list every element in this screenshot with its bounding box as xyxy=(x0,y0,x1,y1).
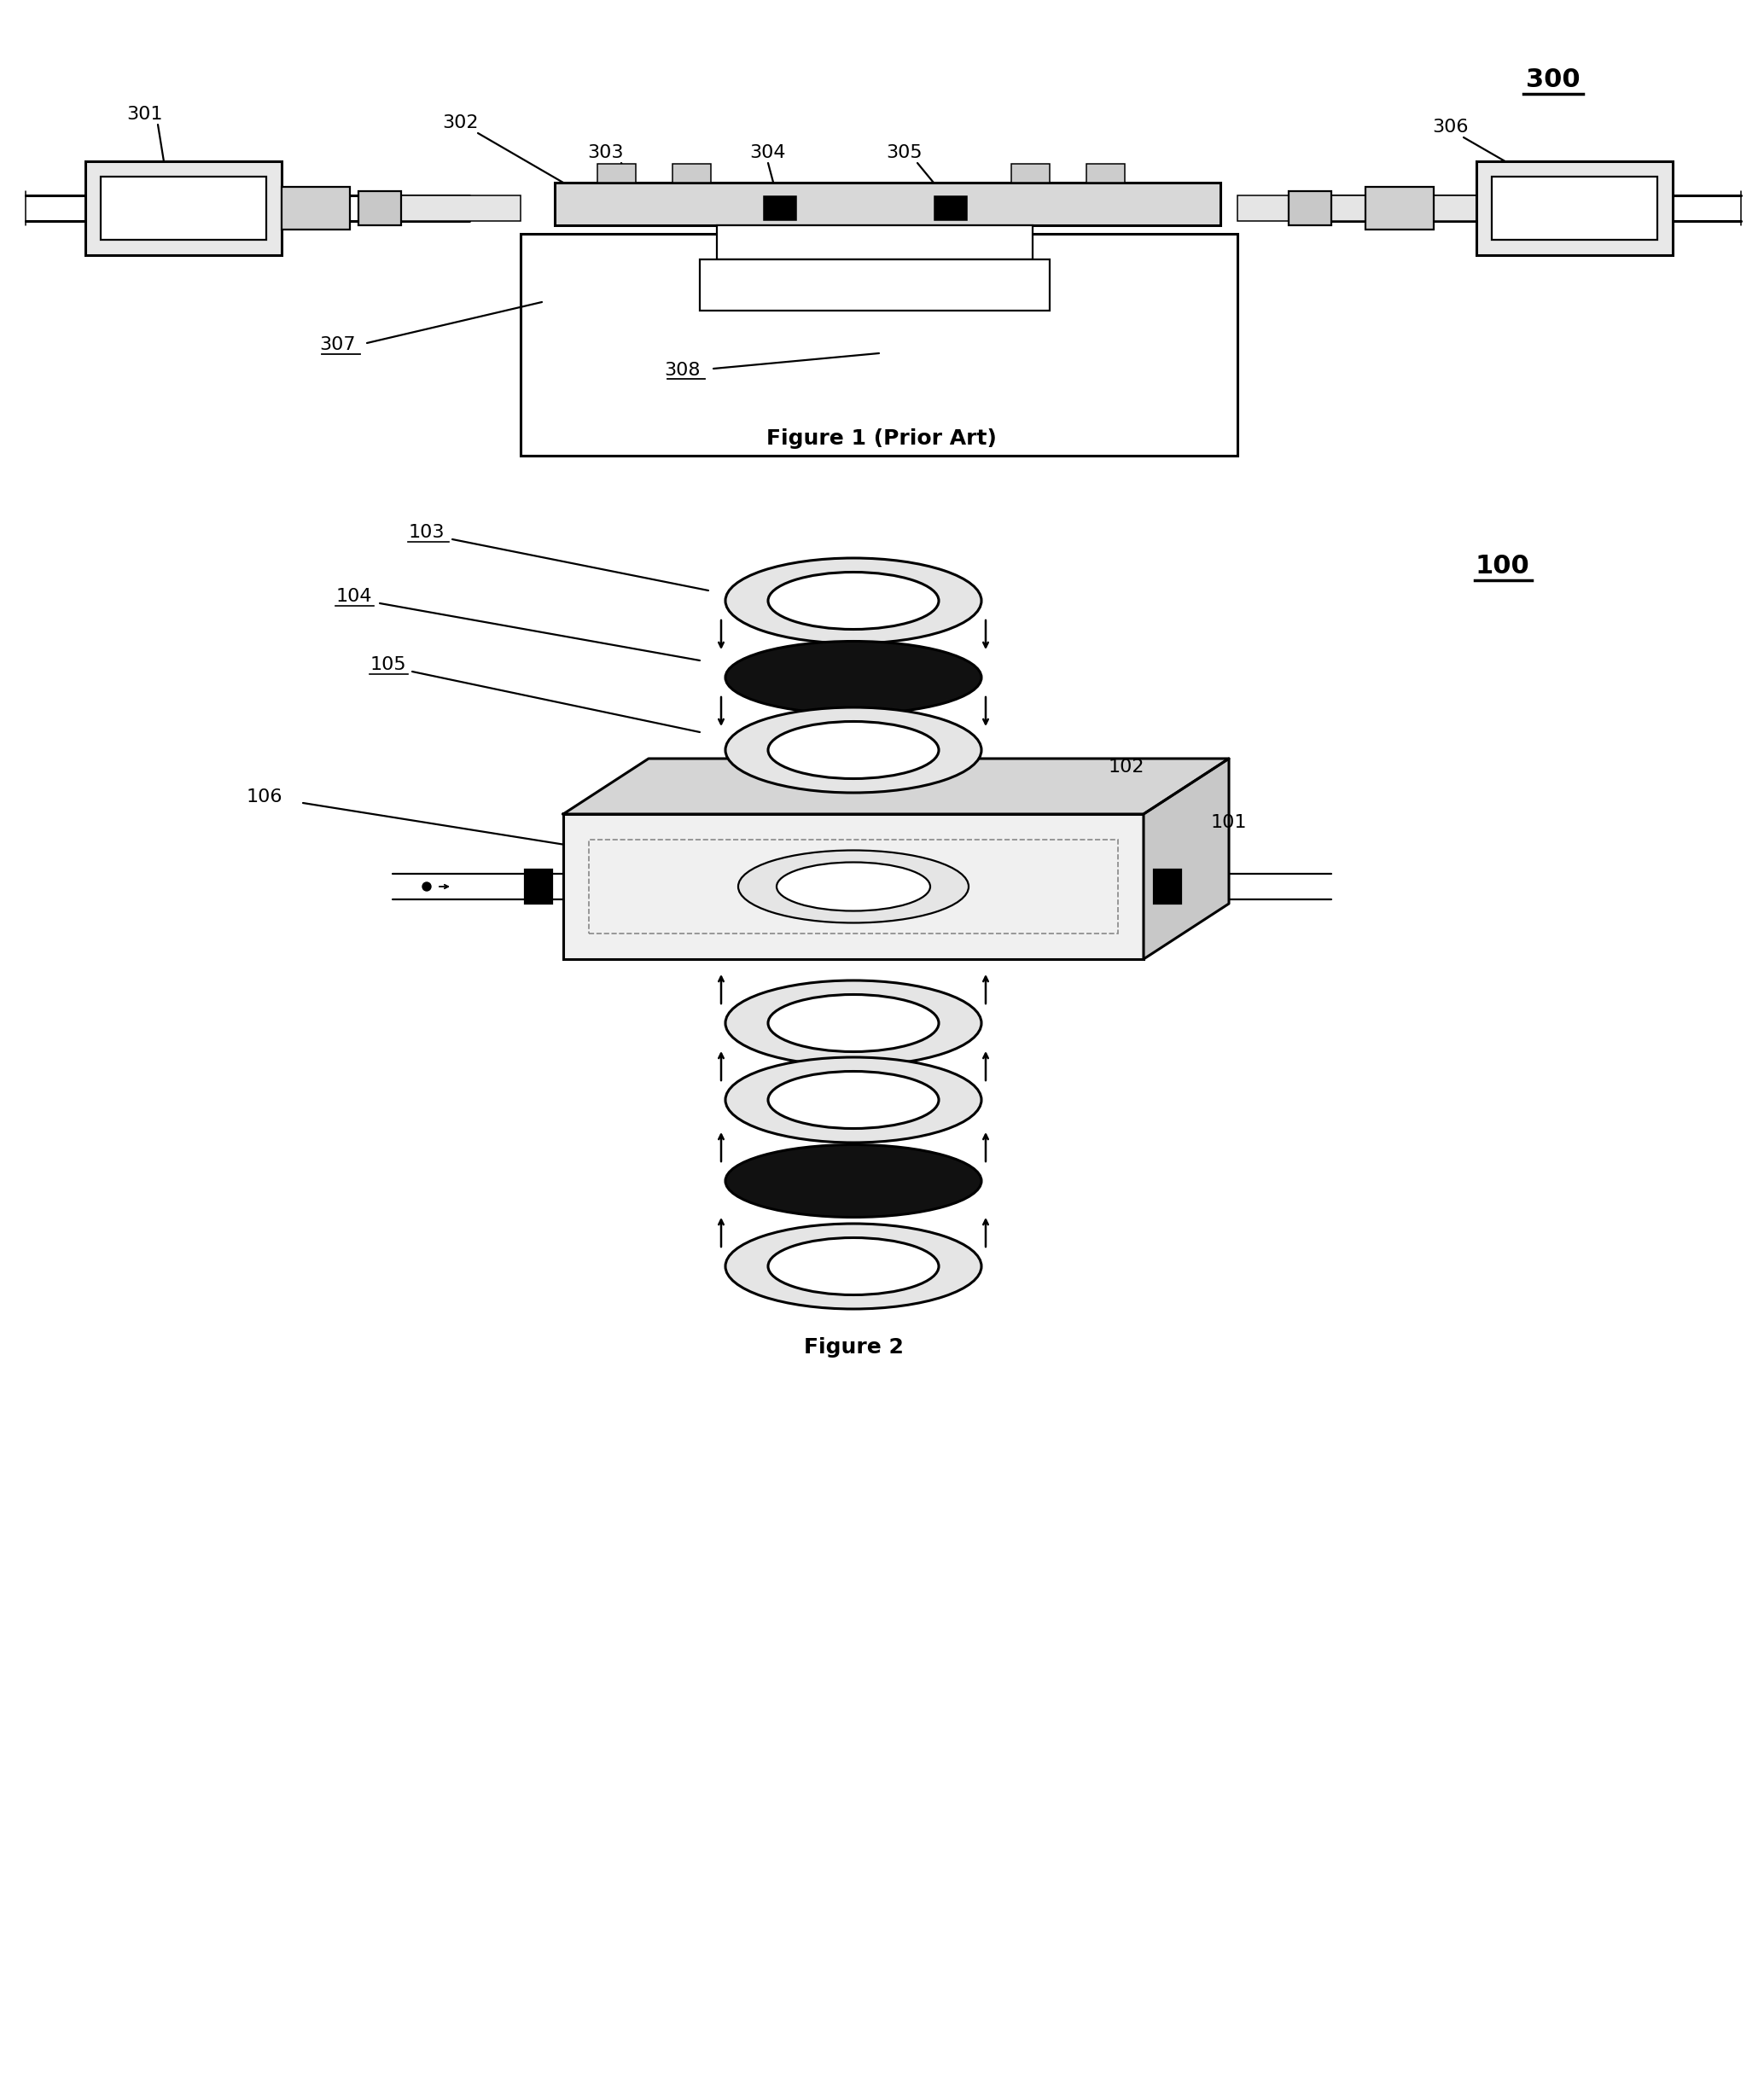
Text: 303: 303 xyxy=(587,144,624,161)
Text: 103: 103 xyxy=(409,524,445,540)
Text: 301: 301 xyxy=(127,107,164,124)
Bar xyxy=(672,163,711,182)
Bar xyxy=(1476,161,1672,255)
Bar xyxy=(101,176,266,241)
Bar xyxy=(935,197,967,220)
Ellipse shape xyxy=(767,722,938,779)
Ellipse shape xyxy=(725,559,981,643)
Polygon shape xyxy=(563,758,1230,815)
Ellipse shape xyxy=(767,995,938,1051)
Ellipse shape xyxy=(737,850,968,923)
Ellipse shape xyxy=(725,641,981,714)
Circle shape xyxy=(422,882,430,890)
Ellipse shape xyxy=(767,572,938,630)
Text: 100: 100 xyxy=(1475,555,1529,578)
Bar xyxy=(1087,163,1125,182)
Text: 302: 302 xyxy=(443,115,480,132)
Bar xyxy=(563,815,1143,959)
Text: 101: 101 xyxy=(1210,815,1247,831)
Bar xyxy=(526,869,552,905)
Bar xyxy=(1011,163,1050,182)
Bar xyxy=(700,260,1050,310)
Bar xyxy=(764,197,796,220)
Text: 306: 306 xyxy=(1432,119,1469,136)
Text: 106: 106 xyxy=(247,789,282,806)
Text: 105: 105 xyxy=(370,655,406,674)
Bar xyxy=(589,840,1118,934)
Ellipse shape xyxy=(725,980,981,1066)
Bar xyxy=(598,163,635,182)
Text: Figure 2: Figure 2 xyxy=(804,1338,903,1357)
Bar xyxy=(1289,191,1332,226)
Text: 304: 304 xyxy=(750,144,787,161)
Bar xyxy=(520,235,1237,456)
Bar xyxy=(554,182,1221,226)
Ellipse shape xyxy=(725,708,981,794)
Bar xyxy=(1237,195,1476,222)
Bar xyxy=(520,235,1237,456)
Bar xyxy=(1154,869,1182,905)
Text: 308: 308 xyxy=(665,362,700,379)
Ellipse shape xyxy=(725,1223,981,1309)
Bar xyxy=(716,226,1032,260)
Bar xyxy=(1365,186,1434,230)
Ellipse shape xyxy=(767,1238,938,1294)
Ellipse shape xyxy=(767,1072,938,1129)
Bar xyxy=(1492,176,1658,241)
Text: 102: 102 xyxy=(1108,758,1145,775)
Bar xyxy=(85,161,282,255)
Ellipse shape xyxy=(725,1145,981,1217)
Text: 305: 305 xyxy=(887,144,923,161)
Text: 300: 300 xyxy=(1526,67,1581,92)
Bar xyxy=(282,186,349,230)
Ellipse shape xyxy=(725,1057,981,1143)
Text: 307: 307 xyxy=(319,337,355,354)
Text: 104: 104 xyxy=(335,588,372,605)
Bar xyxy=(400,195,520,222)
Bar xyxy=(358,191,400,226)
Ellipse shape xyxy=(776,863,930,911)
Polygon shape xyxy=(1143,758,1230,959)
Text: Figure 1 (Prior Art): Figure 1 (Prior Art) xyxy=(766,429,997,448)
